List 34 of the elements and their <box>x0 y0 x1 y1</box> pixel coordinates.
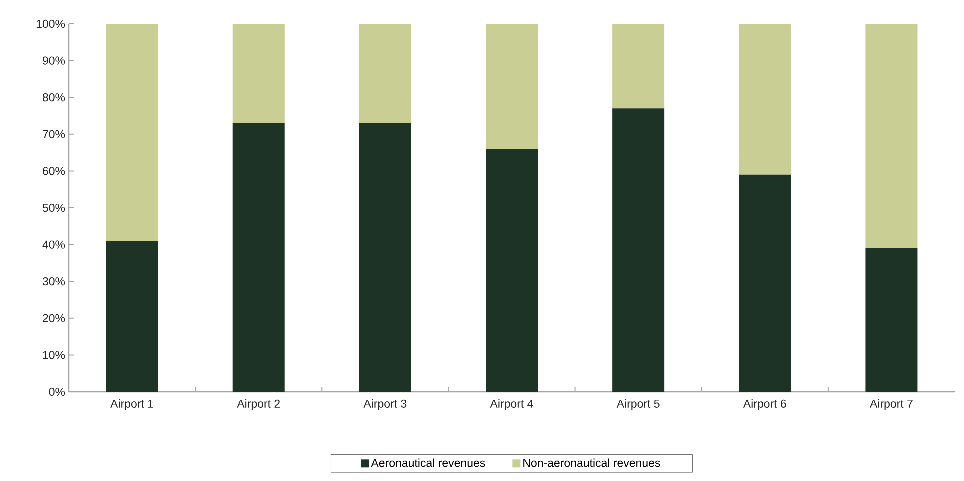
y-tick-label: 10% <box>43 351 66 360</box>
x-tick-label: Airport 7 <box>870 400 913 410</box>
bar <box>866 24 918 248</box>
y-tick-label: 30% <box>42 278 66 286</box>
legend-label: Aeronautical revenues <box>371 458 486 468</box>
bar <box>359 123 412 392</box>
x-tick-label: Airport 2 <box>237 400 280 410</box>
y-tick-label: 100% <box>36 20 66 28</box>
x-tick-label: Airport 1 <box>110 400 154 410</box>
bar <box>106 24 158 242</box>
legend-label: Non-aeronautical revenues <box>524 458 660 468</box>
bar <box>232 24 285 124</box>
y-tick-label: 80% <box>42 94 66 102</box>
y-tick-label: 0% <box>49 388 66 396</box>
y-tick-label: 40% <box>42 240 66 249</box>
bar <box>612 108 665 392</box>
bar <box>612 24 665 109</box>
x-tick-label: Airport 5 <box>616 400 660 410</box>
bar <box>359 24 412 124</box>
y-tick-label: 90% <box>42 56 66 65</box>
y-tick-label: 50% <box>42 204 66 212</box>
bar <box>739 24 792 175</box>
bar <box>486 149 538 392</box>
y-tick-label: 20% <box>43 314 66 322</box>
bar <box>739 174 792 392</box>
bar <box>232 123 285 392</box>
y-tick-label: 60% <box>43 167 66 176</box>
x-tick-label: Airport 3 <box>364 400 407 410</box>
y-tick-label: 70% <box>43 130 66 138</box>
bar <box>106 241 158 392</box>
x-tick-label: Airport 6 <box>743 400 786 410</box>
bar <box>486 24 538 150</box>
bar <box>866 248 918 392</box>
x-tick-label: Airport 4 <box>490 400 534 410</box>
